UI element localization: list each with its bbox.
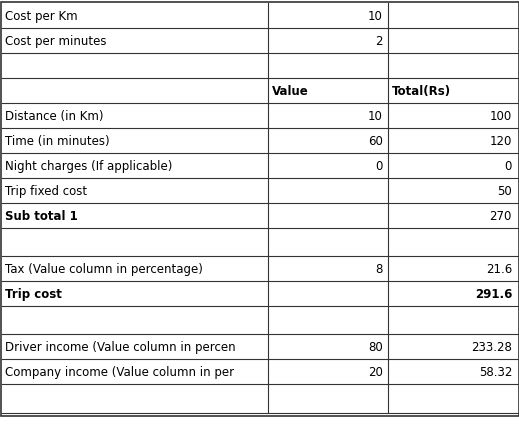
Text: 2: 2	[376, 35, 383, 48]
Text: 8: 8	[376, 262, 383, 275]
Text: 21.6: 21.6	[486, 262, 512, 275]
Text: Driver income (Value column in percen: Driver income (Value column in percen	[5, 340, 236, 353]
Text: 80: 80	[368, 340, 383, 353]
Text: 10: 10	[368, 110, 383, 123]
Text: Trip fixed cost: Trip fixed cost	[5, 184, 87, 198]
Text: Tax (Value column in percentage): Tax (Value column in percentage)	[5, 262, 203, 275]
Text: Trip cost: Trip cost	[5, 287, 62, 300]
Text: 20: 20	[368, 365, 383, 378]
Text: Cost per minutes: Cost per minutes	[5, 35, 106, 48]
Text: 58.32: 58.32	[479, 365, 512, 378]
Text: 270: 270	[489, 210, 512, 222]
Text: Cost per Km: Cost per Km	[5, 10, 78, 23]
Text: Total(Rs): Total(Rs)	[392, 85, 451, 98]
Text: 0: 0	[504, 160, 512, 173]
Text: Company income (Value column in per: Company income (Value column in per	[5, 365, 234, 378]
Text: 233.28: 233.28	[471, 340, 512, 353]
Text: Value: Value	[272, 85, 309, 98]
Text: 10: 10	[368, 10, 383, 23]
Text: 50: 50	[497, 184, 512, 198]
Text: 60: 60	[368, 135, 383, 148]
Text: Sub total 1: Sub total 1	[5, 210, 78, 222]
Text: 120: 120	[489, 135, 512, 148]
Text: Night charges (If applicable): Night charges (If applicable)	[5, 160, 172, 173]
Text: Distance (in Km): Distance (in Km)	[5, 110, 103, 123]
Text: 291.6: 291.6	[474, 287, 512, 300]
Text: 0: 0	[376, 160, 383, 173]
Text: 100: 100	[490, 110, 512, 123]
Text: Time (in minutes): Time (in minutes)	[5, 135, 110, 148]
